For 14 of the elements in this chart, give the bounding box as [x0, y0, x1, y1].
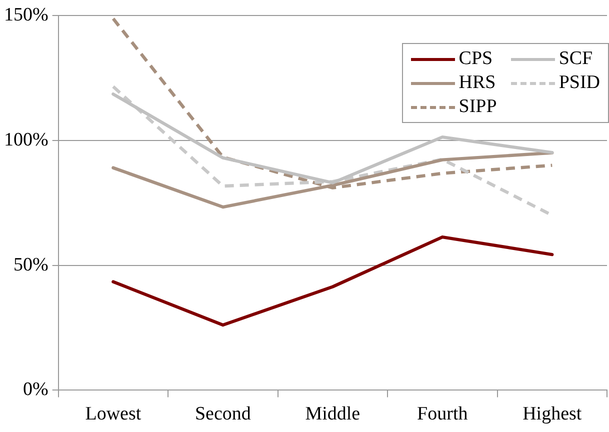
- x-tick-label: Middle: [305, 404, 360, 425]
- legend-label: CPS: [458, 47, 493, 71]
- legend-label: HRS: [458, 71, 496, 95]
- x-tick-label: Second: [194, 404, 252, 425]
- legend-label: PSID: [558, 71, 600, 95]
- x-tick-label: Fourth: [417, 404, 468, 425]
- y-tick-label: 50%: [14, 254, 48, 276]
- legend-label: SIPP: [458, 95, 497, 119]
- y-tick-label: 100%: [4, 129, 48, 150]
- y-tick-label: 150%: [4, 4, 48, 26]
- y-tick-label: 0%: [23, 379, 48, 400]
- x-tick-label: Lowest: [85, 404, 142, 425]
- x-tick-label: Highest: [522, 404, 582, 425]
- legend-label: SCF: [558, 47, 593, 71]
